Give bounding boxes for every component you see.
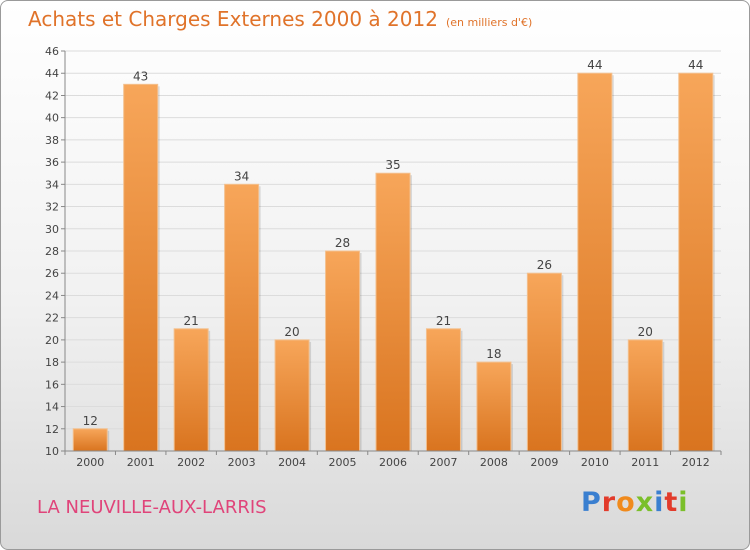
y-tick-label: 32 bbox=[45, 201, 59, 214]
y-tick-label: 10 bbox=[45, 445, 59, 458]
x-tick-label: 2011 bbox=[631, 456, 659, 469]
proxiti-logo: Proxiti bbox=[581, 487, 689, 518]
logo-letter: t bbox=[664, 487, 679, 518]
bar-2007 bbox=[425, 328, 461, 452]
y-axis-ticks: 10 12 14 16 18 20 22 24 26 28 30 32 34 36 38 40 42 44 46 bbox=[45, 45, 65, 458]
chart-unit: (en milliers d'€) bbox=[445, 16, 533, 29]
y-tick-label: 26 bbox=[45, 267, 59, 280]
y-tick-label: 18 bbox=[45, 356, 59, 369]
data-label: 43 bbox=[133, 69, 148, 83]
bar-2001 bbox=[123, 83, 159, 452]
x-tick-label: 2002 bbox=[177, 456, 205, 469]
y-tick-label: 42 bbox=[45, 89, 59, 102]
x-tick-label: 2009 bbox=[530, 456, 558, 469]
bar-2005 bbox=[325, 250, 361, 452]
x-tick-label: 2005 bbox=[329, 456, 357, 469]
y-tick-label: 46 bbox=[45, 45, 59, 58]
data-label: 12 bbox=[83, 414, 98, 428]
x-tick-label: 2000 bbox=[76, 456, 104, 469]
data-label: 44 bbox=[587, 58, 602, 72]
x-tick-label: 2001 bbox=[127, 456, 155, 469]
y-tick-label: 38 bbox=[45, 134, 59, 147]
y-tick-label: 30 bbox=[45, 223, 59, 236]
chart-title-text: Achats et Charges Externes 2000 à 2012 bbox=[28, 7, 438, 31]
y-tick-label: 12 bbox=[45, 423, 59, 436]
bar-2003 bbox=[224, 183, 260, 452]
logo-letter: i bbox=[654, 487, 665, 518]
data-label: 34 bbox=[234, 169, 249, 183]
logo-letter: P bbox=[581, 487, 602, 518]
x-tick-label: 2004 bbox=[278, 456, 306, 469]
y-tick-label: 20 bbox=[45, 334, 59, 347]
y-tick-label: 40 bbox=[45, 112, 59, 125]
logo-letter: i bbox=[678, 487, 689, 518]
commune-name: LA NEUVILLE-AUX-LARRIS bbox=[37, 497, 267, 518]
data-label: 26 bbox=[537, 258, 552, 272]
x-tick-label: 2003 bbox=[228, 456, 256, 469]
data-label: 21 bbox=[436, 314, 451, 328]
data-label: 18 bbox=[486, 347, 501, 361]
data-label: 21 bbox=[184, 314, 199, 328]
bar-2006 bbox=[375, 172, 411, 452]
y-tick-label: 16 bbox=[45, 378, 59, 391]
x-tick-label: 2008 bbox=[480, 456, 508, 469]
data-label: 20 bbox=[284, 325, 299, 339]
bar-2010 bbox=[577, 72, 613, 452]
logo-letter: r bbox=[601, 487, 617, 518]
logo-letter: x bbox=[635, 487, 655, 518]
x-tick-label: 2012 bbox=[682, 456, 710, 469]
x-tick-label: 2010 bbox=[581, 456, 609, 469]
data-label: 35 bbox=[385, 158, 400, 172]
data-label: 28 bbox=[335, 236, 350, 250]
bar-2002 bbox=[173, 328, 209, 452]
y-tick-label: 34 bbox=[45, 178, 59, 191]
bar-2012 bbox=[678, 72, 714, 452]
bar-2004 bbox=[274, 339, 310, 452]
y-tick-label: 22 bbox=[45, 312, 59, 325]
data-labels: 12 43 21 34 20 28 35 21 18 26 44 20 44 bbox=[83, 58, 704, 428]
x-tick-label: 2006 bbox=[379, 456, 407, 469]
bar-2000 bbox=[72, 428, 108, 452]
logo-letter: o bbox=[616, 487, 636, 518]
data-label: 44 bbox=[688, 58, 703, 72]
bar-2009 bbox=[526, 272, 562, 452]
bars bbox=[72, 72, 715, 452]
y-tick-label: 44 bbox=[45, 67, 59, 80]
y-tick-label: 36 bbox=[45, 156, 59, 169]
data-label: 20 bbox=[638, 325, 653, 339]
y-tick-label: 24 bbox=[45, 289, 59, 302]
x-tick-label: 2007 bbox=[429, 456, 457, 469]
chart-title: Achats et Charges Externes 2000 à 2012 (e… bbox=[28, 7, 532, 31]
x-axis-ticks: 2000 2001 2002 2003 2004 2005 2006 2007 2008 2009… bbox=[64, 451, 722, 469]
bar-2008 bbox=[476, 361, 512, 452]
y-tick-label: 28 bbox=[45, 245, 59, 258]
axes bbox=[64, 51, 721, 452]
y-tick-label: 14 bbox=[45, 401, 59, 414]
bar-2011 bbox=[627, 339, 663, 452]
